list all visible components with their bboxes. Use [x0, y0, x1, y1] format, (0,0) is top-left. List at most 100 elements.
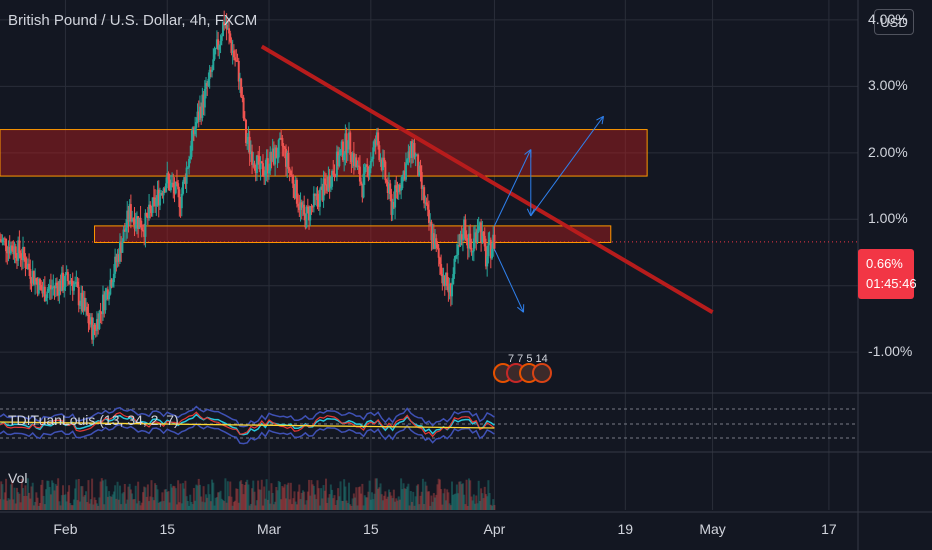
candle-body	[98, 310, 101, 330]
volume-bar	[99, 481, 102, 510]
volume-bar	[209, 501, 212, 510]
candle-body	[0, 239, 1, 241]
volume-bar	[135, 503, 138, 510]
volume-bar	[402, 483, 405, 510]
candle-body	[237, 60, 240, 82]
volume-bar	[318, 505, 321, 510]
last-price-percent: 0.66%	[866, 256, 903, 271]
volume-bar	[373, 493, 376, 510]
candle-body	[401, 175, 404, 189]
candle-body	[235, 60, 238, 62]
candle-body	[160, 192, 163, 194]
candle-body	[444, 272, 447, 286]
volume-bar	[19, 502, 22, 510]
event-badges[interactable]: 7 7 5 14	[493, 353, 552, 383]
volume-bar	[349, 504, 352, 510]
candle-body	[321, 186, 324, 201]
volume-bar	[434, 497, 437, 510]
volume-bar	[401, 489, 404, 510]
volume-bar	[234, 500, 237, 510]
volume-bar	[89, 499, 92, 510]
candle-body	[109, 279, 112, 295]
candle-body	[29, 268, 32, 279]
volume-bar	[236, 488, 239, 510]
volume-bar	[156, 489, 159, 510]
volume-bar	[331, 489, 334, 510]
volume-bar	[455, 484, 458, 510]
volume-bar	[32, 505, 35, 510]
candle-body	[282, 145, 285, 148]
volume-bar	[425, 485, 428, 510]
candle-body	[229, 33, 232, 42]
candle-body	[274, 147, 277, 165]
volume-bar	[151, 497, 154, 510]
arrow-line	[493, 248, 524, 313]
candle-body	[457, 244, 460, 255]
volume-bar	[198, 484, 201, 510]
volume-bar	[91, 478, 94, 510]
candle-body	[277, 139, 280, 158]
candle-body	[60, 272, 63, 292]
candle-body	[461, 239, 464, 241]
candle-body	[487, 242, 490, 257]
candle-body	[334, 176, 337, 178]
volume-bar	[212, 482, 215, 510]
volume-bar	[292, 498, 295, 510]
volume-label[interactable]: Vol	[8, 470, 28, 486]
candle-body	[174, 181, 177, 194]
candle-body	[125, 227, 128, 232]
volume-bar	[179, 483, 182, 510]
volume-bar	[443, 488, 446, 510]
candle-body	[25, 267, 28, 269]
volume-bar	[45, 489, 48, 510]
volume-bar	[351, 498, 354, 510]
volume-bar	[294, 501, 297, 510]
volume-bar	[304, 504, 307, 510]
volume-bar	[452, 494, 455, 510]
last-price-tag: 0.66% 01:45:46	[858, 249, 917, 299]
volume-bar	[54, 484, 57, 510]
volume-bar	[415, 485, 418, 510]
volume-bar	[303, 491, 306, 510]
volume-bar	[475, 495, 478, 510]
currency-button[interactable]: USD	[874, 9, 914, 35]
volume-bar	[80, 486, 83, 510]
candle-body	[64, 274, 67, 287]
volume-bar	[337, 488, 340, 510]
indicator-label[interactable]: TDITuanLouis (13, 34, 2, 7)	[8, 412, 179, 428]
volume-bar	[293, 491, 296, 510]
candle-body	[166, 173, 169, 184]
candle-body	[298, 206, 301, 210]
candle-body	[95, 319, 98, 331]
volume-bar	[177, 480, 180, 510]
candle-body	[305, 206, 308, 228]
volume-bar	[440, 489, 443, 510]
volume-bar	[291, 504, 294, 510]
volume-bar	[285, 498, 287, 510]
candle-body	[142, 230, 144, 232]
volume-bar	[35, 492, 38, 510]
candle-body	[335, 151, 338, 177]
volume-bar	[13, 487, 16, 510]
candle-body	[258, 156, 261, 170]
candle-body	[194, 127, 197, 135]
volume-bar	[237, 502, 240, 510]
volume-bar	[225, 502, 228, 510]
candle-body	[255, 155, 258, 174]
candle-body	[355, 157, 358, 167]
candle-body	[245, 119, 248, 144]
candle-body	[103, 294, 106, 311]
volume-bar	[69, 503, 72, 510]
candle-body	[6, 251, 9, 254]
candle-body	[63, 286, 66, 291]
volume-bar	[328, 494, 331, 510]
candle-body	[394, 185, 397, 208]
volume-bar	[471, 500, 474, 510]
candle-body	[448, 283, 451, 293]
candle-body	[272, 148, 275, 165]
volume-bar	[81, 486, 84, 510]
volume-bar	[122, 492, 125, 510]
candle-body	[369, 160, 372, 169]
volume-bar	[276, 490, 279, 510]
